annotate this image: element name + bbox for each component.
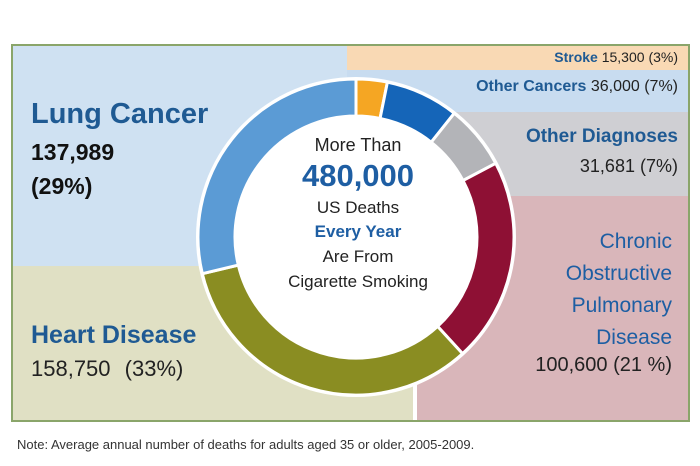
other-diagnoses-percent: (7%) — [639, 156, 678, 176]
stroke-percent: (3%) — [648, 49, 678, 65]
donut-center-text: More Than 480,000 US Deaths Every Year A… — [255, 134, 461, 294]
chart-frame: Lung Cancer 137,989 (29%) Heart Disease … — [11, 44, 690, 422]
center-line-1: More Than — [314, 135, 402, 155]
copd-value: 100,600 — [535, 354, 608, 376]
other-cancers-label-row: Other Cancers 36,000 (7%) — [476, 78, 678, 96]
other-cancers-value: 36,000 — [590, 78, 640, 95]
stroke-value: 15,300 — [601, 49, 645, 65]
copd-value-row: 100,600 (21 %) — [535, 354, 672, 377]
stroke-label-row: Stroke 15,300 (3%) — [554, 49, 678, 65]
donut-slice-lung — [196, 77, 358, 276]
heart-disease-label: Heart Disease — [31, 321, 197, 349]
copd-label-line: Chronic — [599, 230, 672, 253]
center-total: 480,000 — [301, 158, 415, 193]
lung-cancer-value: 137,989 — [31, 139, 115, 165]
footnote: Note: Average annual number of deaths fo… — [17, 437, 475, 452]
donut-background — [196, 77, 516, 397]
other-diagnoses-label: Other Diagnoses — [525, 126, 678, 147]
lung-cancer-label: Lung Cancer — [31, 98, 209, 130]
center-line-5: Are From — [322, 247, 394, 266]
other-diagnoses-value: 31,681 — [579, 156, 635, 176]
other-diagnoses-value-row: 31,681 (7%) — [580, 156, 678, 177]
heart-disease-count: 158,750 — [31, 356, 111, 381]
donut-chart — [196, 77, 516, 397]
lung-cancer-percent: (29%) — [31, 173, 93, 199]
center-line-4: Every Year — [314, 222, 402, 241]
copd-label-line: Pulmonary — [571, 294, 672, 317]
stroke-panel — [347, 46, 688, 70]
copd-label-line: Disease — [596, 326, 672, 349]
heart-disease-value: 158,750 (33%) — [31, 356, 183, 382]
copd-label-line: Obstructive — [565, 262, 672, 285]
copd-percent: (21 %) — [613, 354, 672, 376]
other-cancers-label: Other Cancers — [476, 78, 587, 95]
other-cancers-percent: (7%) — [644, 78, 678, 95]
stroke-label: Stroke — [554, 49, 598, 65]
heart-disease-percent: (33%) — [124, 356, 184, 381]
center-line-6: Cigarette Smoking — [288, 272, 428, 291]
copd-label: Chronic Obstructive Pulmonary Disease — [566, 226, 672, 354]
center-line-3: US Deaths — [316, 198, 400, 217]
